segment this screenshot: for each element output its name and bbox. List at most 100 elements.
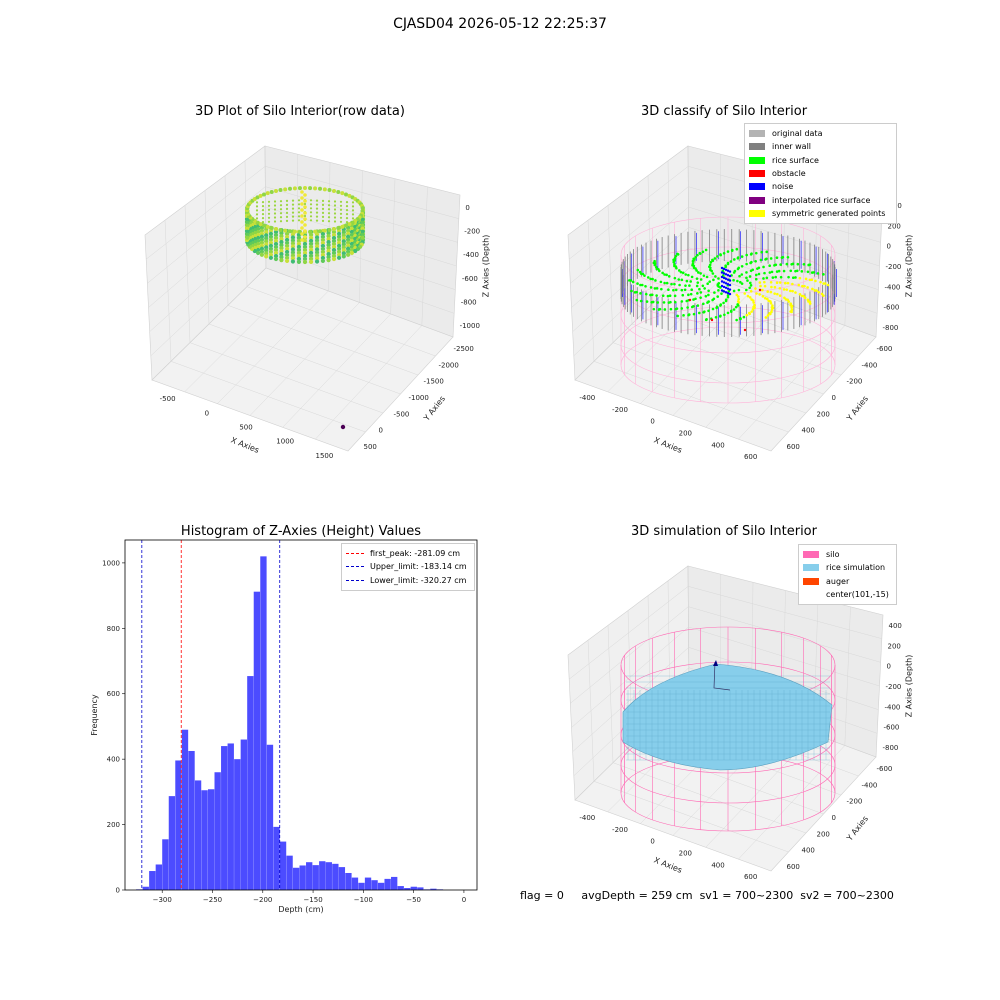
rice-surface-point — [708, 263, 712, 267]
data-point — [346, 234, 351, 239]
footer-sv2: sv2 = 700~2300 — [800, 889, 894, 902]
rice-surface-point — [768, 264, 771, 268]
symmetric-point — [737, 297, 740, 301]
rice-surface-point — [740, 273, 744, 276]
footer-avg-depth: avgDepth = 259 cm — [581, 889, 693, 902]
data-point — [264, 239, 269, 244]
rice-surface-point — [684, 284, 687, 287]
x-tick-label: 200 — [679, 849, 692, 857]
data-point — [341, 251, 346, 256]
y-tick-label: -1000 — [409, 394, 429, 402]
rice-surface-point — [663, 273, 666, 276]
rice-surface-point — [673, 294, 677, 298]
data-point — [268, 237, 274, 242]
legend-label: inner wall — [772, 142, 812, 152]
histogram-bar — [299, 865, 306, 890]
rice-surface-point — [667, 275, 671, 278]
rice-surface-point — [687, 293, 690, 297]
histogram-bar — [319, 861, 326, 890]
data-point — [259, 249, 264, 254]
symmetric-point — [788, 289, 792, 293]
data-point — [303, 211, 307, 215]
x-tick-label: -200 — [612, 406, 628, 414]
symmetric-point — [773, 285, 777, 289]
data-point — [255, 205, 259, 208]
data-point — [300, 214, 304, 218]
symmetric-point — [773, 292, 776, 295]
data-point — [347, 222, 352, 227]
symmetric-point — [800, 294, 804, 298]
data-point — [349, 229, 355, 235]
data-point — [297, 211, 301, 214]
symmetric-point — [736, 295, 740, 298]
rice-surface-point — [681, 293, 685, 297]
rice-surface-point — [739, 280, 742, 284]
data-point — [346, 252, 351, 257]
data-point — [303, 202, 307, 206]
x-tick-label: 0 — [650, 838, 654, 846]
rice-surface-point — [639, 283, 642, 287]
rice-surface-point — [782, 269, 786, 273]
data-point — [321, 219, 325, 222]
z-tick-label: -400 — [885, 283, 901, 291]
data-point — [320, 249, 326, 255]
data-point — [267, 204, 271, 207]
rice-surface-point — [631, 280, 635, 284]
data-point — [284, 258, 290, 264]
rice-surface-point — [694, 255, 697, 259]
data-point — [318, 186, 323, 191]
data-point — [327, 204, 331, 207]
noise-point — [728, 292, 732, 296]
rice-surface-point — [736, 256, 740, 260]
data-point — [308, 186, 313, 191]
noise-point — [720, 266, 724, 270]
symmetric-point — [778, 286, 782, 290]
data-point — [326, 239, 331, 245]
symmetric-point — [769, 301, 773, 305]
data-point — [322, 228, 327, 233]
legend-label: Upper_limit: -183.14 cm — [370, 562, 467, 572]
data-point — [345, 209, 349, 212]
legend-entry: interpolated rice surface — [749, 193, 892, 206]
data-point — [320, 255, 326, 261]
legend-swatch — [803, 577, 819, 585]
rice-surface-point — [696, 281, 700, 284]
data-point — [346, 243, 351, 248]
data-point — [308, 259, 314, 264]
x-tick-label: 200 — [679, 429, 692, 437]
rice-surface-point — [787, 275, 790, 279]
symmetric-point — [761, 288, 764, 292]
data-point — [284, 237, 290, 243]
rice-simulation-surface — [622, 663, 833, 771]
rice-surface-point — [705, 275, 709, 279]
data-point — [290, 247, 296, 252]
data-point — [308, 250, 314, 255]
rice-surface-point — [676, 253, 680, 256]
data-point — [320, 258, 326, 264]
noise-point — [728, 283, 732, 287]
rice-surface-point — [673, 256, 677, 260]
symmetric-point — [798, 292, 802, 296]
data-point — [331, 238, 337, 244]
rice-surface-point — [674, 254, 678, 258]
rice-surface-point — [699, 278, 703, 281]
data-point — [336, 234, 342, 239]
histogram-bar — [397, 886, 404, 890]
histogram-bar — [175, 760, 182, 890]
rice-surface-point — [717, 277, 720, 280]
data-point — [259, 237, 264, 242]
symmetric-point — [743, 292, 747, 295]
data-point — [321, 203, 325, 206]
noise-point — [722, 267, 726, 271]
rice-surface-point — [703, 310, 706, 313]
rice-surface-point — [680, 278, 684, 282]
z-tick-label: -600 — [462, 275, 478, 283]
data-point — [314, 232, 320, 237]
data-point — [259, 228, 264, 233]
data-point — [327, 216, 331, 219]
data-point — [349, 241, 355, 247]
data-point — [345, 205, 349, 208]
rice-surface-point — [692, 312, 696, 316]
data-point — [303, 186, 307, 190]
data-point — [300, 220, 304, 224]
